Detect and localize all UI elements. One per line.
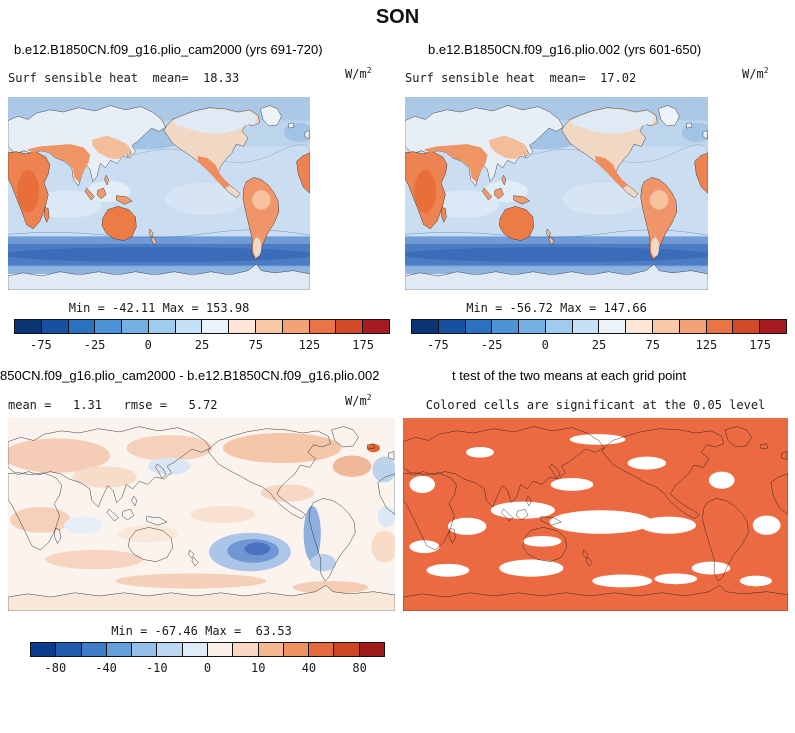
map-difference xyxy=(8,418,395,611)
colorbar-segment xyxy=(229,320,257,333)
panel-subtitle-bottom-left: mean = 1.31 rmse = 5.72 xyxy=(8,398,218,412)
colorbar-segment xyxy=(81,643,107,656)
colorbar-tick-label: -75 xyxy=(30,338,52,352)
colorbar-top-right xyxy=(411,319,787,334)
colorbar-segment xyxy=(41,320,69,333)
colorbar-segment xyxy=(256,320,283,333)
world-map-mean xyxy=(405,97,708,290)
colorbar-tick-label: 25 xyxy=(591,338,607,352)
colorbar-segment xyxy=(148,320,176,333)
colorbar-tick-label: 175 xyxy=(352,338,374,352)
units-base: W/m xyxy=(345,67,367,81)
colorbar-tick-label: 25 xyxy=(194,338,210,352)
colorbar-segment xyxy=(175,320,203,333)
units-base: W/m xyxy=(345,394,367,408)
colorbar-segment xyxy=(626,320,654,333)
panel-subtitle-bottom-right: Colored cells are significant at the 0.0… xyxy=(425,398,766,412)
colorbar-tick-label: 0 xyxy=(144,338,152,352)
colorbar-tick-label: 40 xyxy=(301,661,317,675)
colorbar-tick-label: 75 xyxy=(248,338,263,352)
colorbar-segment xyxy=(182,643,208,656)
colorbar-segment xyxy=(545,320,573,333)
colorbar-segment xyxy=(412,320,439,333)
colorbar-tick-label: 0 xyxy=(541,338,549,352)
units-exponent: 2 xyxy=(366,66,372,75)
colorbar-segment xyxy=(95,320,123,333)
colorbar-segment xyxy=(122,320,149,333)
world-map-diff xyxy=(8,418,395,611)
colorbar-ticks-bottom-left: -80 -40 -10 0 10 40 80 xyxy=(30,661,385,676)
season-title: SON xyxy=(375,6,420,28)
colorbar-segment xyxy=(68,320,96,333)
panel-title-bottom-right: t test of the two means at each grid poi… xyxy=(452,368,687,383)
minmax-bottom-left: Min = -67.46 Max = 63.53 xyxy=(111,624,292,638)
colorbar-tick-label: -80 xyxy=(44,661,67,675)
colorbar-tick-label: -10 xyxy=(145,661,168,675)
units-label-top-right: W/m2 xyxy=(742,66,769,81)
panel-title-bottom-left: 850CN.f09_g16.plio_cam2000 - b.e12.B1850… xyxy=(0,368,380,383)
colorbar-segment xyxy=(706,320,734,333)
panel-subtitle-top-right: Surf sensible heat mean= 17.02 xyxy=(405,71,637,85)
colorbar-segment xyxy=(202,320,230,333)
minmax-top-left: Min = -42.11 Max = 153.98 xyxy=(68,301,250,315)
world-map-mean xyxy=(8,97,310,290)
colorbar-tick-label: -25 xyxy=(480,338,503,352)
colorbar-tick-label: 10 xyxy=(250,661,266,675)
colorbar-segment xyxy=(309,643,335,656)
map-top-right xyxy=(405,97,708,290)
colorbar-segment xyxy=(106,643,133,656)
colorbar-segment xyxy=(207,643,234,656)
colorbar-segment xyxy=(132,643,158,656)
units-exponent: 2 xyxy=(366,393,372,402)
panel-title-top-left: b.e12.B1850CN.f09_g16.plio_cam2000 (yrs … xyxy=(14,42,323,57)
colorbar-segment xyxy=(334,643,360,656)
colorbar-segment xyxy=(599,320,627,333)
panel-title-top-right: b.e12.B1850CN.f09_g16.plio.002 (yrs 601-… xyxy=(428,42,702,57)
colorbar-segment xyxy=(572,320,600,333)
colorbar-segment xyxy=(653,320,680,333)
colorbar-ticks-top-left: -75 -25 0 25 75 125 175 xyxy=(14,338,390,353)
map-top-left xyxy=(8,97,310,290)
units-base: W/m xyxy=(742,67,764,81)
map-ttest xyxy=(403,418,788,611)
colorbar-segment xyxy=(492,320,520,333)
panel-subtitle-top-left: Surf sensible heat mean= 18.33 xyxy=(8,71,240,85)
colorbar-tick-label: 75 xyxy=(645,338,660,352)
colorbar-segment xyxy=(336,320,364,333)
colorbar-segment xyxy=(359,643,384,656)
colorbar-tick-label: 175 xyxy=(749,338,771,352)
colorbar-segment xyxy=(679,320,707,333)
world-map-ttest xyxy=(403,418,788,611)
colorbar-segment xyxy=(519,320,546,333)
colorbar-tick-label: -75 xyxy=(427,338,449,352)
colorbar-segment xyxy=(31,643,57,656)
colorbar-segment xyxy=(233,643,259,656)
colorbar-segment xyxy=(283,643,310,656)
colorbar-segment xyxy=(309,320,337,333)
units-label-bottom-left: W/m2 xyxy=(345,393,372,408)
colorbar-tick-label: 125 xyxy=(695,338,718,352)
colorbar-segment xyxy=(465,320,493,333)
colorbar-tick-label: 0 xyxy=(203,661,212,675)
colorbar-segment xyxy=(56,643,82,656)
colorbar-segment xyxy=(258,643,284,656)
colorbar-segment xyxy=(15,320,42,333)
units-exponent: 2 xyxy=(763,66,769,75)
minmax-top-right: Min = -56.72 Max = 147.66 xyxy=(466,301,647,315)
colorbar-tick-label: 125 xyxy=(298,338,321,352)
colorbar-ticks-top-right: -75 -25 0 25 75 125 175 xyxy=(411,338,787,353)
colorbar-tick-label: 80 xyxy=(352,661,367,675)
units-label-top-left: W/m2 xyxy=(345,66,372,81)
colorbar-segment xyxy=(363,320,389,333)
colorbar-segment xyxy=(282,320,310,333)
colorbar-segment xyxy=(157,643,183,656)
colorbar-bottom-left xyxy=(30,642,385,657)
colorbar-segment xyxy=(438,320,466,333)
colorbar-segment xyxy=(733,320,761,333)
colorbar-tick-label: -40 xyxy=(95,661,117,675)
colorbar-segment xyxy=(760,320,786,333)
colorbar-tick-label: -25 xyxy=(83,338,106,352)
colorbar-top-left xyxy=(14,319,390,334)
